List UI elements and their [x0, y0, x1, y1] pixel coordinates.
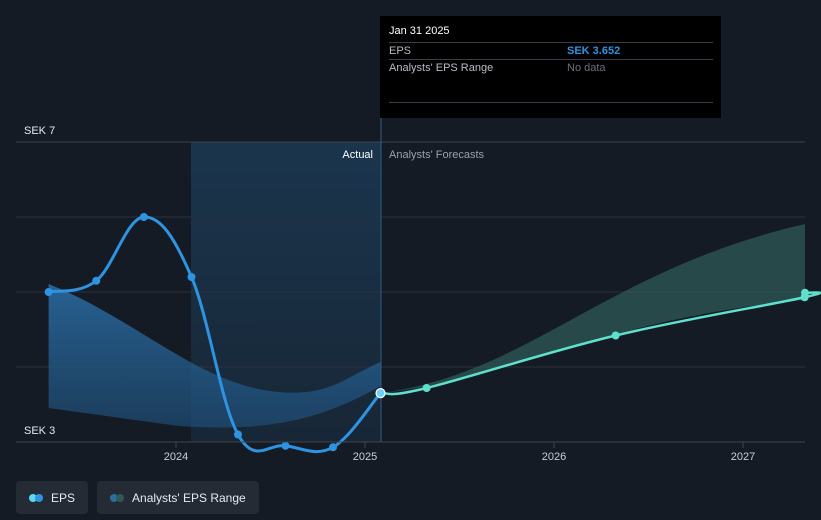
- x-tick-label: 2025: [353, 451, 377, 463]
- eps-point[interactable]: [281, 441, 290, 450]
- forecast-range-band: [380, 224, 805, 394]
- tooltip: Jan 31 2025 EPS SEK 3.652 Analysts' EPS …: [380, 16, 721, 118]
- actual-label: Actual: [342, 149, 373, 161]
- tooltip-date: Jan 31 2025: [389, 25, 450, 37]
- range-swatch-icon: [110, 493, 125, 502]
- eps-point[interactable]: [375, 388, 386, 399]
- tooltip-divider: [389, 102, 713, 103]
- eps-point[interactable]: [139, 213, 148, 221]
- eps-forecast-point[interactable]: [611, 331, 620, 340]
- eps-line: [47, 215, 383, 454]
- tooltip-eps-value: SEK 3.652: [567, 45, 621, 57]
- historical-range-band: [48, 284, 381, 428]
- x-tick-label: 2027: [731, 451, 755, 463]
- eps-swatch-icon: [29, 493, 43, 502]
- forecast-label: Analysts' Forecasts: [389, 149, 485, 161]
- tooltip-row-eps: EPS SEK 3.652: [389, 42, 713, 59]
- x-tick-label: 2026: [542, 451, 566, 463]
- tooltip-eps-key: EPS: [389, 45, 412, 57]
- tooltip-range-key: Analysts' EPS Range: [389, 62, 494, 74]
- data-points: [44, 213, 809, 452]
- x-tick-label: 2024: [164, 451, 188, 463]
- tooltip-range-value: No data: [567, 62, 606, 74]
- legend-range-label: Analysts' EPS Range: [132, 490, 246, 505]
- eps-point[interactable]: [328, 443, 337, 452]
- y-axis-bottom-label: SEK 3: [24, 425, 55, 437]
- eps-forecast-point[interactable]: [801, 288, 809, 297]
- tooltip-row-range: Analysts' EPS Range No data: [389, 59, 713, 76]
- y-axis-top-label: SEK 7: [24, 125, 55, 137]
- legend-item-eps[interactable]: EPS: [16, 481, 89, 514]
- legend: EPS Analysts' EPS Range: [16, 481, 259, 514]
- x-axis-ticks: 2024 2025 2026 2027: [164, 442, 755, 463]
- legend-item-eps-range[interactable]: Analysts' EPS Range: [97, 481, 259, 514]
- eps-point[interactable]: [92, 276, 101, 285]
- eps-point[interactable]: [233, 430, 242, 439]
- eps-point[interactable]: [44, 288, 53, 296]
- eps-forecast-point[interactable]: [422, 384, 431, 392]
- legend-eps-label: EPS: [51, 490, 76, 505]
- eps-point[interactable]: [187, 273, 196, 281]
